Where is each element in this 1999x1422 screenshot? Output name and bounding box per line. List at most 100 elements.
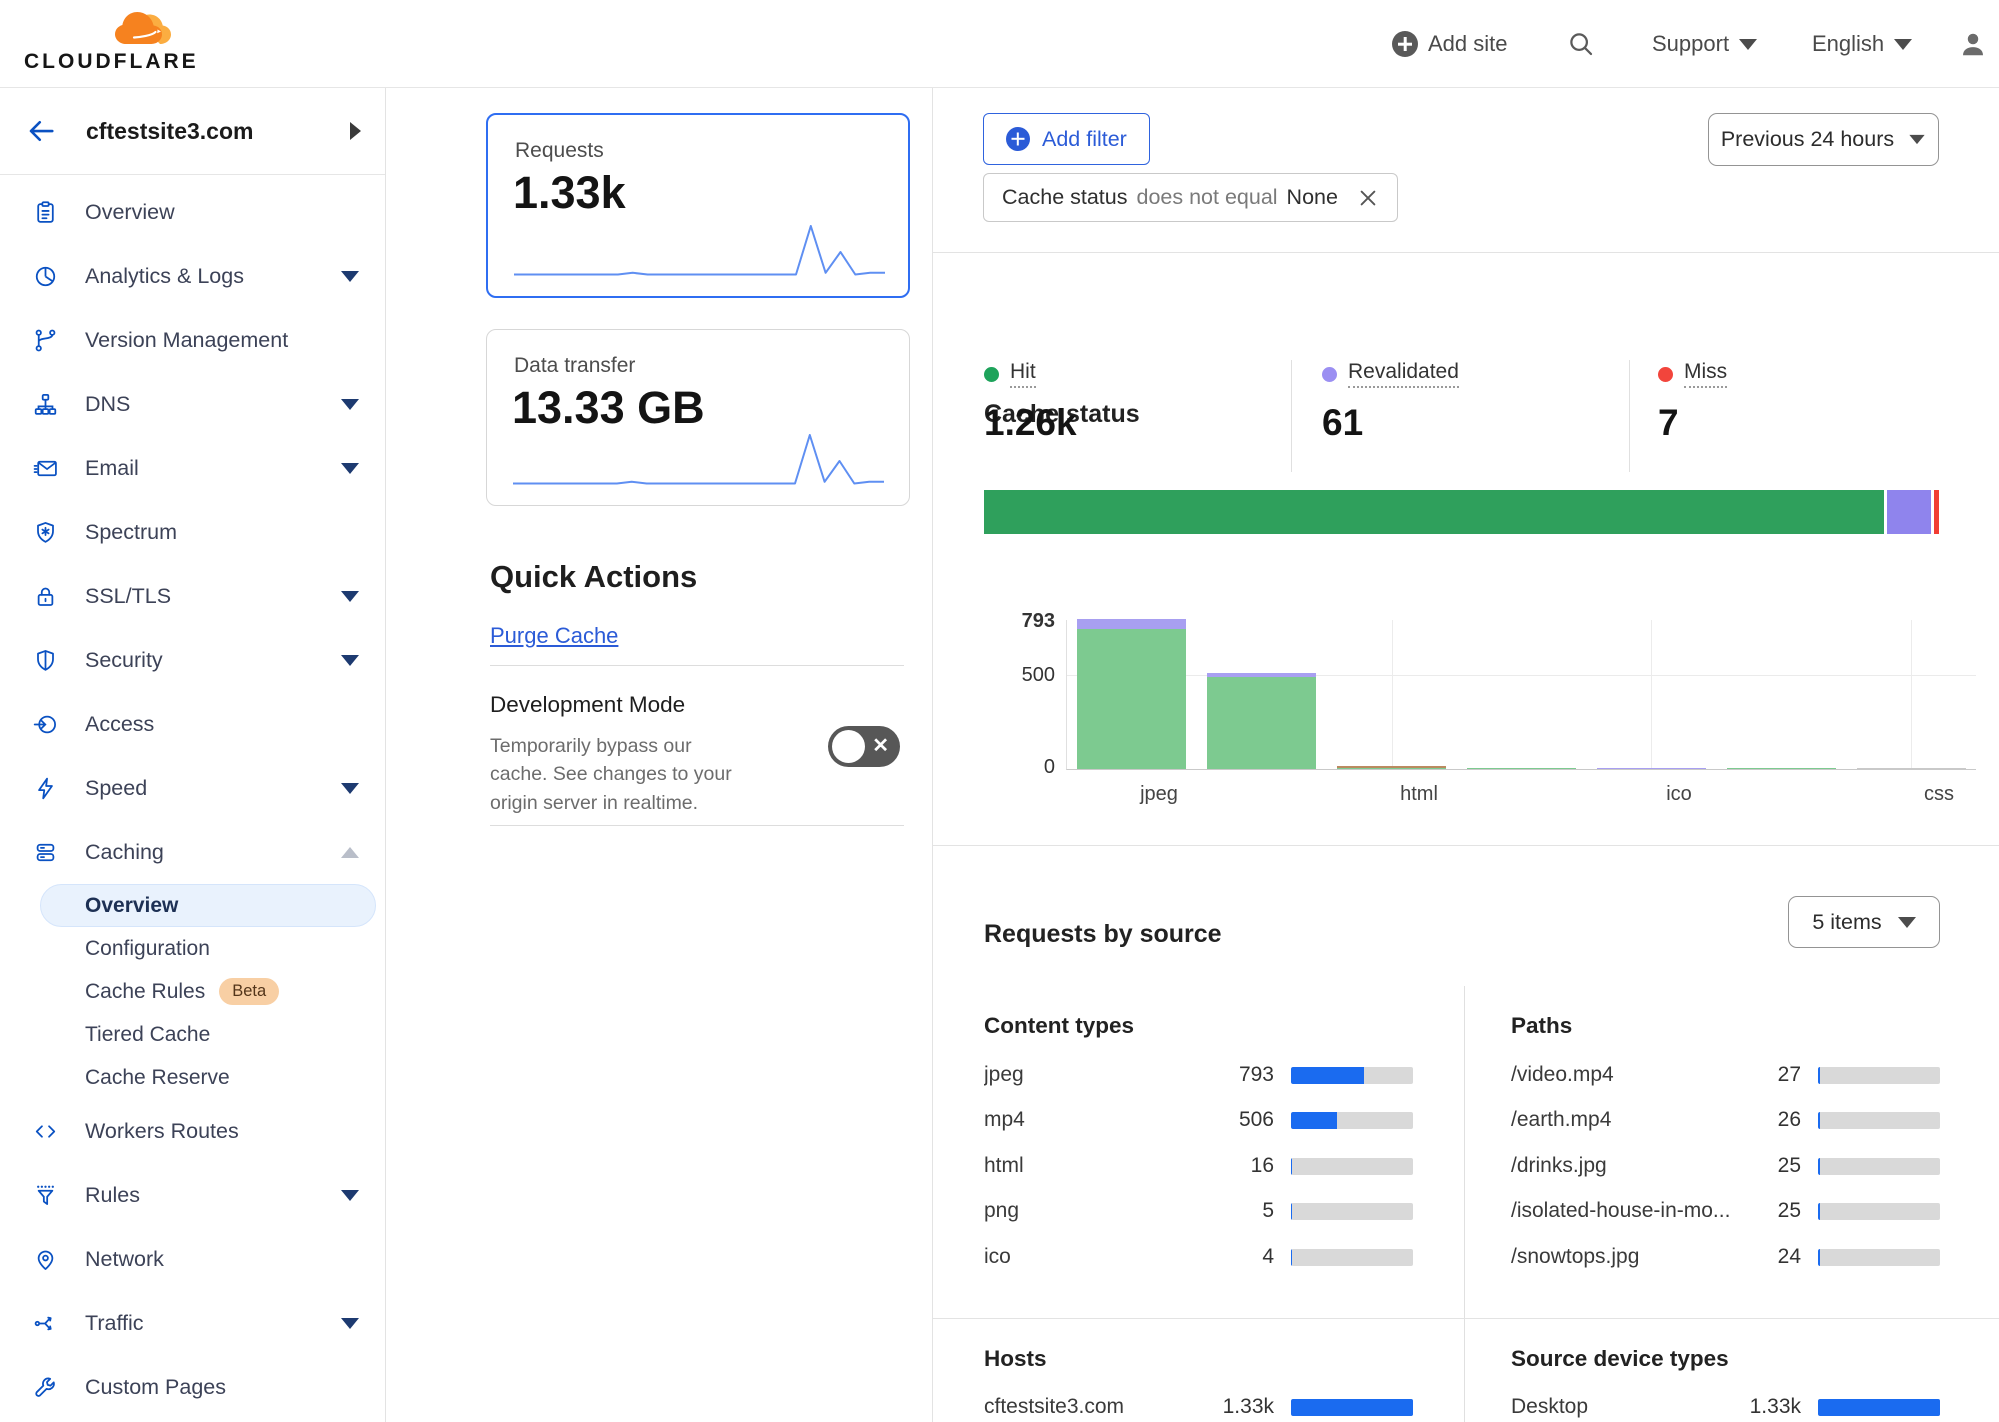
- time-range-dropdown[interactable]: Previous 24 hours: [1708, 113, 1939, 166]
- sidebar-subitem-cache-reserve[interactable]: Cache Reserve: [0, 1056, 385, 1099]
- y-axis-tick-0: 0: [1043, 756, 1055, 778]
- requests-card-label: Requests: [515, 139, 604, 162]
- lightning-icon: [33, 776, 58, 801]
- envelope-icon: [33, 456, 58, 481]
- language-menu[interactable]: English: [1812, 0, 1913, 88]
- development-mode-title: Development Mode: [490, 692, 686, 717]
- sidebar-item-label: Security: [85, 647, 163, 672]
- back-arrow-icon[interactable]: [26, 116, 56, 146]
- account-menu[interactable]: [1958, 0, 1988, 88]
- content-types-heading: Content types: [984, 1013, 1135, 1038]
- chevron-down-icon: [341, 654, 359, 666]
- sidebar-item-label: Access: [85, 711, 155, 736]
- divider: [933, 252, 1999, 253]
- hit-label[interactable]: Hit: [1010, 360, 1036, 388]
- mini-bar: [1291, 1202, 1413, 1220]
- content-type-row: mp4 506: [984, 1104, 1413, 1136]
- sidebar-item-analytics-logs[interactable]: Analytics & Logs: [0, 244, 385, 308]
- mini-bar: [1291, 1157, 1413, 1175]
- sidebar-subitem-cache-rules[interactable]: Cache Rules Beta: [0, 970, 385, 1013]
- shield-icon: [33, 648, 58, 673]
- plus-circle-icon: [1006, 127, 1030, 151]
- stackbar-segment-hit: [984, 490, 1885, 534]
- sidebar-nav: Overview Analytics & Logs Version Manage…: [0, 180, 385, 1419]
- x-axis-label-ico: ico: [1666, 783, 1692, 805]
- path-row: /earth.mp4 26: [1511, 1104, 1940, 1136]
- sidebar-subitem-tiered-cache[interactable]: Tiered Cache: [0, 1013, 385, 1056]
- sidebar-subitem-label: Tiered Cache: [85, 1022, 211, 1046]
- y-axis-tick-500: 500: [1021, 664, 1055, 686]
- user-icon: [1963, 33, 1983, 56]
- divider: [933, 845, 1999, 846]
- chevron-down-icon: [341, 270, 359, 282]
- cloudflare-wordmark: CLOUDFLARE: [24, 50, 199, 73]
- remove-filter-icon[interactable]: [1357, 187, 1379, 209]
- sidebar-subitem-configuration[interactable]: Configuration: [0, 927, 385, 970]
- sidebar-item-spectrum[interactable]: Spectrum: [0, 500, 385, 564]
- sidebar-item-speed[interactable]: Speed: [0, 756, 385, 820]
- sidebar-subitem-caching-overview[interactable]: Overview: [40, 884, 376, 927]
- revalidated-value: 61: [1322, 402, 1364, 443]
- pie-chart-icon: [33, 264, 58, 289]
- sidebar-item-security[interactable]: Security: [0, 628, 385, 692]
- chevron-down-icon: [1894, 38, 1913, 50]
- chevron-down-icon: [341, 590, 359, 602]
- support-menu[interactable]: Support: [1652, 0, 1758, 88]
- sidebar-item-traffic[interactable]: Traffic: [0, 1291, 385, 1355]
- chart-bar-slot: [1067, 619, 1197, 769]
- data-transfer-card-label: Data transfer: [514, 354, 636, 377]
- gridline: [1067, 675, 1976, 676]
- chevron-down-icon: [1909, 134, 1925, 145]
- sidebar-item-workers-routes[interactable]: Workers Routes: [0, 1099, 385, 1163]
- x-axis-label-html: html: [1400, 783, 1438, 805]
- miss-value: 7: [1658, 402, 1679, 443]
- requests-card[interactable]: Requests 1.33k: [486, 113, 910, 298]
- add-filter-button[interactable]: Add filter: [983, 113, 1150, 165]
- revalidated-label[interactable]: Revalidated: [1348, 360, 1459, 388]
- sidebar-item-rules[interactable]: Rules: [0, 1163, 385, 1227]
- data-transfer-card-value: 13.33 GB: [512, 382, 705, 433]
- site-switcher-chevron-icon[interactable]: [350, 122, 361, 140]
- summary-column: Requests 1.33k Data transfer 13.33 GB Qu…: [387, 88, 932, 1422]
- sidebar-item-caching[interactable]: Caching: [0, 820, 385, 884]
- purge-cache-link[interactable]: Purge Cache: [490, 623, 619, 648]
- development-mode-description: Temporarily bypass our cache. See change…: [490, 735, 732, 814]
- quick-actions-title: Quick Actions: [490, 559, 698, 594]
- site-selector-row: cftestsite3.com: [0, 88, 385, 175]
- sidebar-item-ssl-tls[interactable]: SSL/TLS: [0, 564, 385, 628]
- development-mode-toggle[interactable]: ✕: [828, 726, 900, 767]
- chart-bar-slot: [1457, 620, 1587, 769]
- chevron-down-icon: [1897, 916, 1916, 928]
- sidebar-item-email[interactable]: Email: [0, 436, 385, 500]
- sidebar-item-label: Version Management: [85, 327, 289, 352]
- sidebar-subitem-label: Cache Reserve: [85, 1065, 230, 1089]
- stackbar-segment-revalidated: [1887, 490, 1931, 534]
- sidebar-item-overview[interactable]: Overview: [0, 180, 385, 244]
- miss-label[interactable]: Miss: [1684, 360, 1728, 388]
- stat-hit: Hit 1.26k: [984, 360, 1077, 444]
- host-row: cftestsite3.com 1.33k: [984, 1391, 1413, 1422]
- items-count-dropdown[interactable]: 5 items: [1788, 896, 1940, 948]
- sidebar-item-version-management[interactable]: Version Management: [0, 308, 385, 372]
- filter-chip-cache-status[interactable]: Cache status does not equal None: [983, 173, 1398, 222]
- search-button[interactable]: [1566, 0, 1596, 88]
- location-pin-icon: [33, 1247, 58, 1272]
- source-device-types-heading: Source device types: [1511, 1346, 1729, 1371]
- sidebar-item-label: DNS: [85, 391, 131, 416]
- cloudflare-logo[interactable]: CLOUDFLARE: [24, 4, 196, 84]
- sidebar-item-custom-pages[interactable]: Custom Pages: [0, 1355, 385, 1419]
- mini-bar: [1818, 1066, 1940, 1084]
- sidebar-item-dns[interactable]: DNS: [0, 372, 385, 436]
- path-row: /video.mp4 27: [1511, 1059, 1940, 1091]
- add-site-button[interactable]: Add site: [1392, 0, 1508, 88]
- code-brackets-icon: [33, 1119, 58, 1144]
- filter-value: None: [1286, 185, 1338, 209]
- sidebar-item-label: Workers Routes: [85, 1118, 239, 1143]
- sidebar-item-access[interactable]: Access: [0, 692, 385, 756]
- sidebar-item-network[interactable]: Network: [0, 1227, 385, 1291]
- data-transfer-card[interactable]: Data transfer 13.33 GB: [486, 329, 910, 506]
- content-type-row: html 16: [984, 1150, 1413, 1182]
- mini-bar: [1818, 1398, 1940, 1416]
- sidebar-subitem-label: Cache Rules: [85, 979, 206, 1003]
- mini-bar: [1291, 1398, 1413, 1416]
